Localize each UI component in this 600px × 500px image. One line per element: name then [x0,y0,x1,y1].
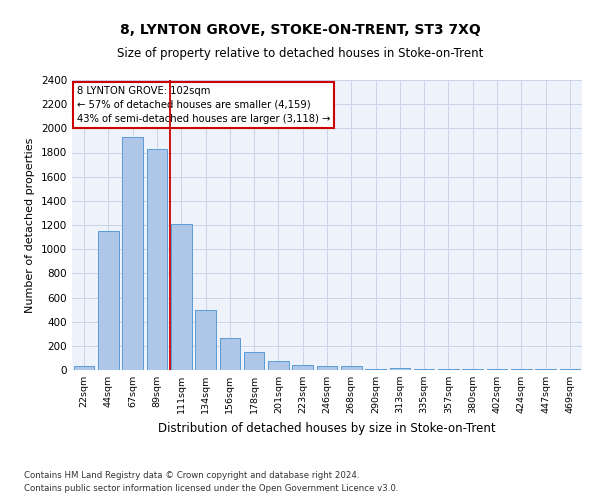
Bar [195,310,216,370]
Text: Contains public sector information licensed under the Open Government Licence v3: Contains public sector information licen… [24,484,398,493]
X-axis label: Distribution of detached houses by size in Stoke-on-Trent: Distribution of detached houses by size … [158,422,496,434]
Bar [74,366,94,370]
Text: Size of property relative to detached houses in Stoke-on-Trent: Size of property relative to detached ho… [117,48,483,60]
Bar [292,365,313,370]
Bar [98,231,119,370]
Bar [341,366,362,370]
Bar [389,368,410,370]
Text: 8 LYNTON GROVE: 102sqm
← 57% of detached houses are smaller (4,159)
43% of semi-: 8 LYNTON GROVE: 102sqm ← 57% of detached… [77,86,331,124]
Bar [244,352,265,370]
Bar [220,338,240,370]
Bar [317,366,337,370]
Bar [365,369,386,370]
Bar [146,149,167,370]
Bar [122,137,143,370]
Y-axis label: Number of detached properties: Number of detached properties [25,138,35,312]
Text: Contains HM Land Registry data © Crown copyright and database right 2024.: Contains HM Land Registry data © Crown c… [24,471,359,480]
Bar [171,224,191,370]
Bar [268,361,289,370]
Text: 8, LYNTON GROVE, STOKE-ON-TRENT, ST3 7XQ: 8, LYNTON GROVE, STOKE-ON-TRENT, ST3 7XQ [119,22,481,36]
